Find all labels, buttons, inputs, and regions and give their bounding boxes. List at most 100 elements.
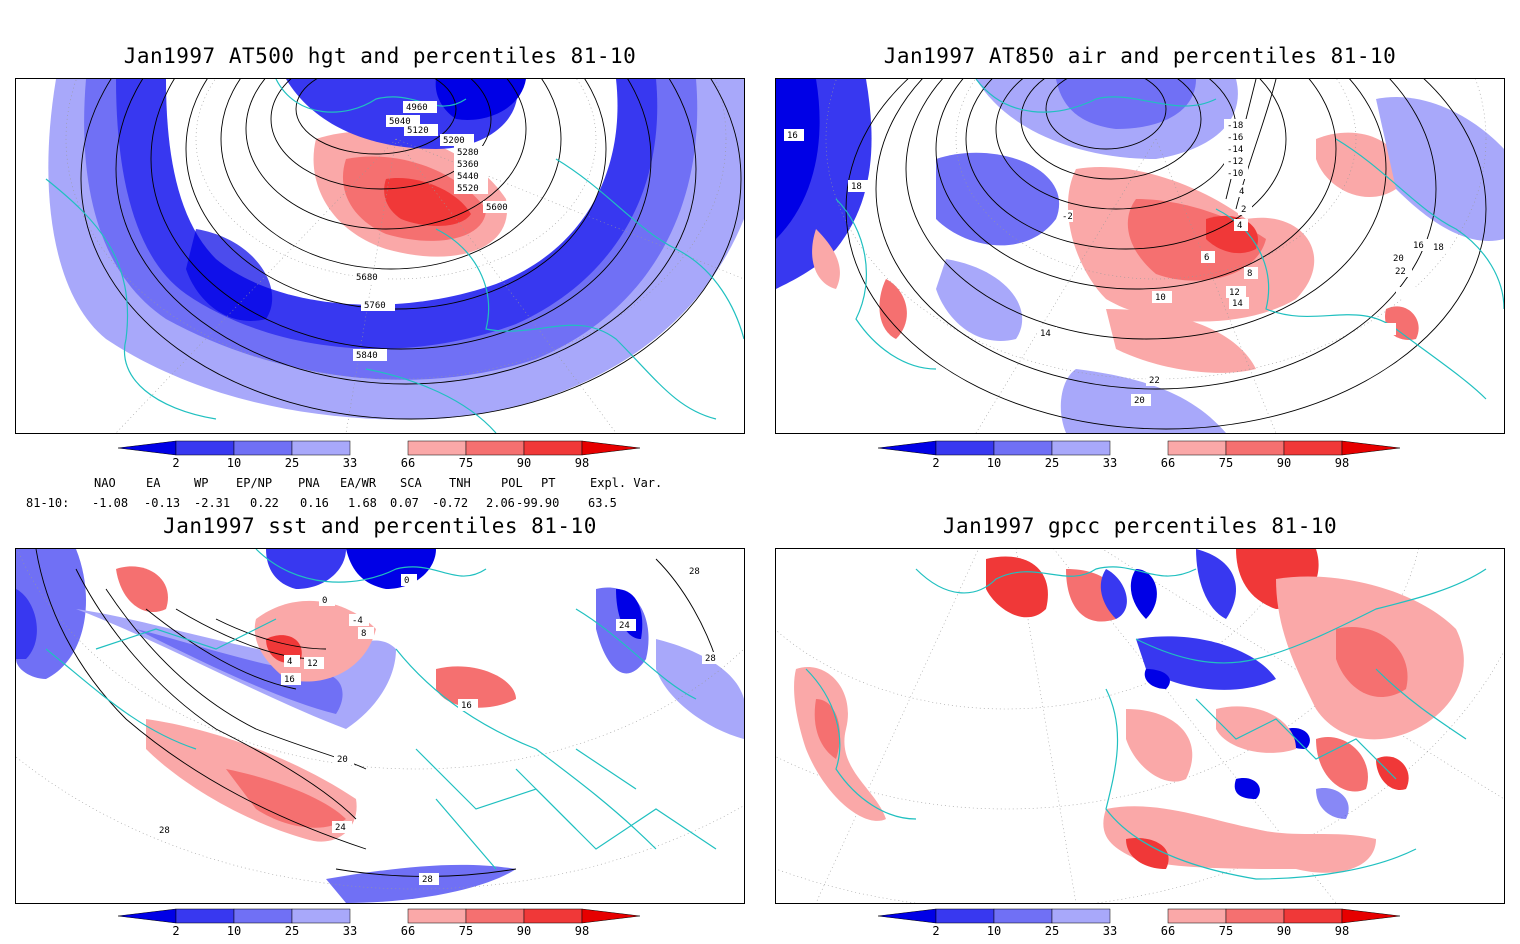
contour-label: 18 (851, 182, 862, 192)
contour-label: 28 (705, 654, 716, 664)
colorbar-swatch (465, 908, 525, 924)
panel-title: Jan1997 sst and percentiles 81-10 (163, 514, 597, 538)
contour-label: 10 (1155, 293, 1166, 303)
contour-labels: 0 0 -4 8 4 12 16 16 20 24 28 28 24 28 28 (156, 565, 722, 885)
index-value: -99.90 (516, 496, 560, 510)
colorbar-arrow-high (581, 908, 641, 924)
colorbar-top-left: 2 10 25 33 66 75 90 98 (117, 440, 648, 476)
colorbar-swatch (1225, 440, 1285, 456)
colorbar-tick-label: 2 (172, 924, 179, 938)
colorbar-tick-label: 2 (172, 456, 179, 470)
colorbar-tick-label: 75 (1219, 456, 1233, 470)
colorbar-svg: 2 10 25 33 66 75 90 98 (117, 908, 641, 938)
contour-label: 8 (1247, 269, 1252, 279)
colorbar-tick-label: 33 (1103, 456, 1117, 470)
colorbar-swatch (465, 440, 525, 456)
colorbar-tick-label: 25 (1045, 924, 1059, 938)
colorbar-swatch (1283, 908, 1343, 924)
contour-label: 20 (337, 755, 348, 765)
colorbar-tick-label: 2 (932, 924, 939, 938)
contour-label: 24 (619, 621, 630, 631)
colorbar-tick-label: 66 (401, 924, 415, 938)
colorbar-tick-label: 66 (1161, 456, 1175, 470)
colorbar-tick-label: 33 (1103, 924, 1117, 938)
colorbar-tick-label: 10 (987, 924, 1001, 938)
colorbar-tick-label: 25 (285, 456, 299, 470)
colorbar-tick-label: 25 (285, 924, 299, 938)
colorbar-tick-label: 98 (1335, 924, 1349, 938)
contour-label: 12 (1229, 288, 1240, 298)
contour-label: 14 (1232, 299, 1243, 309)
colorbar-tick-label: 75 (1219, 924, 1233, 938)
colorbar-tick-label: 98 (575, 456, 589, 470)
colorbar-tick-label: 66 (1161, 924, 1175, 938)
colorbar-arrow-low (117, 440, 177, 456)
contour-label: 20 (1393, 254, 1404, 264)
contour-label: 22 (1395, 267, 1406, 277)
colorbar-tick-label: 66 (401, 456, 415, 470)
index-value: 2.06 (486, 496, 515, 510)
colorbar-swatch (1167, 908, 1227, 924)
colorbar-tick-label: 90 (1277, 924, 1291, 938)
contour-label: 5440 (457, 172, 479, 182)
index-header: POL (501, 476, 523, 490)
colorbar-bottom-right: 2 10 25 33 66 75 90 98 (877, 908, 1408, 944)
contour-label: 0 (404, 576, 409, 586)
contour-label: 4 (1237, 221, 1242, 231)
colorbar-swatch (233, 440, 293, 456)
contour-label: 5280 (457, 148, 479, 158)
contour-label: 28 (159, 826, 170, 836)
colorbar-swatch (1167, 440, 1227, 456)
colorbar-tick-label: 25 (1045, 456, 1059, 470)
colorbar-arrow-low (877, 908, 937, 924)
map-gpcc-svg (776, 549, 1504, 903)
contour-label: -4 (352, 616, 363, 626)
colorbar-arrow-low (117, 908, 177, 924)
colorbar-swatch (175, 440, 235, 456)
colorbar-swatch (291, 440, 351, 456)
contour-label: -10 (1227, 169, 1243, 179)
index-value: -0.13 (144, 496, 181, 510)
colorbar-swatch (523, 440, 583, 456)
contour-label: -2 (1062, 212, 1073, 222)
map-sst: 0 0 -4 8 4 12 16 16 20 24 28 28 24 28 28 (15, 548, 745, 904)
contour-label: 28 (422, 875, 433, 885)
index-header: EP/NP (236, 476, 273, 490)
colorbar-tick-label: 33 (343, 456, 357, 470)
contour-label: 4 (1239, 187, 1244, 197)
index-value: 0.22 (250, 496, 279, 510)
contour-label: 24 (335, 823, 346, 833)
colorbar-tick-label: 2 (932, 456, 939, 470)
contour-label: 5760 (364, 301, 386, 311)
colorbar-swatch (935, 440, 995, 456)
index-header: EA/WR (340, 476, 377, 490)
colorbar-tick-label: 10 (987, 456, 1001, 470)
contour-label: 4 (287, 657, 292, 667)
colorbar-swatch (1051, 908, 1111, 924)
contour-label: 5680 (356, 273, 378, 283)
panel-title: Jan1997 AT850 air and percentiles 81-10 (883, 44, 1397, 68)
colorbar-tick-label: 90 (1277, 456, 1291, 470)
index-header: SCA (400, 476, 422, 490)
colorbar-arrow-high (1341, 908, 1401, 924)
colorbar-swatch (935, 908, 995, 924)
contour-label: 12 (307, 659, 318, 669)
index-header: PNA (298, 476, 320, 490)
colorbar-tick-label: 90 (517, 924, 531, 938)
colorbar-swatch (1283, 440, 1343, 456)
contour-label: -12 (1227, 157, 1243, 167)
colorbar-tick-label: 75 (459, 924, 473, 938)
contour-label: 8 (361, 629, 366, 639)
contour-label: 28 (689, 567, 700, 577)
contour-label: 2 (1241, 205, 1246, 215)
index-value: -2.31 (194, 496, 231, 510)
contour-label: -16 (1227, 133, 1243, 143)
contour-label: 5600 (486, 203, 508, 213)
contour-label: 16 (461, 701, 472, 711)
index-header: Expl. Var. (590, 476, 663, 490)
colorbar-swatch (407, 440, 467, 456)
index-header: PT (541, 476, 556, 490)
contour-label: 18 (1433, 243, 1444, 253)
map-sst-svg: 0 0 -4 8 4 12 16 16 20 24 28 28 24 28 28 (16, 549, 744, 903)
index-value: -0.72 (432, 496, 469, 510)
